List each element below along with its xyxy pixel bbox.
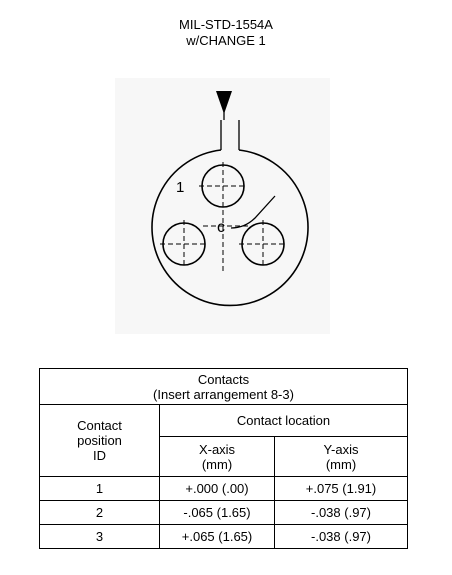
document-header-line1: MIL-STD-1554A — [179, 17, 273, 32]
table-title-cell: Contacts (Insert arrangement 8-3) — [38, 368, 409, 405]
connector-insert-diagram: 1 c — [151, 91, 309, 307]
table-title-row: Contacts (Insert arrangement 8-3) — [38, 368, 409, 405]
y-value-cell: +.075 (1.91) — [273, 476, 409, 501]
y-axis-header: Y-axis (mm) — [273, 436, 409, 477]
contact-id-cell: 2 — [39, 500, 160, 525]
y-axis-header-label: Y-axis — [323, 441, 359, 457]
y-value-cell: -.038 (.97) — [273, 524, 409, 549]
y-value-cell: -.038 (.97) — [273, 500, 409, 525]
table-row: 3 +.065 (1.65) -.038 (.97) — [39, 524, 409, 549]
table-row: 2 -.065 (1.65) -.038 (.97) — [39, 500, 409, 525]
x-value-cell: -.065 (1.65) — [159, 500, 275, 525]
x-axis-header: X-axis (mm) — [159, 436, 275, 477]
col1-header-line2: position — [77, 433, 122, 448]
document-header-line2: w/CHANGE 1 — [186, 33, 266, 48]
contact-2 — [160, 220, 208, 268]
x-value-cell: +.000 (.00) — [159, 476, 275, 501]
contact-position-id-header: Contact position ID — [39, 404, 160, 477]
x-value-cell: +.065 (1.65) — [159, 524, 275, 549]
connector-shell-outline — [151, 149, 309, 307]
x-axis-header-label: X-axis — [198, 441, 236, 457]
contact-3 — [239, 220, 287, 268]
table-header-row-1: Contact position ID Contact location — [39, 404, 409, 477]
col1-header-line1: Contact — [77, 418, 122, 433]
col1-header-line3: ID — [93, 448, 106, 463]
center-label: c — [217, 219, 225, 236]
y-axis-header-unit: (mm) — [325, 456, 357, 472]
contact-location-header: Contact location — [158, 404, 409, 437]
x-axis-header-unit: (mm) — [201, 456, 233, 472]
contact-label-1: 1 — [176, 179, 184, 196]
table-title: Contacts — [197, 371, 250, 387]
contact-1 — [199, 162, 247, 210]
label-3-leader-line — [230, 195, 276, 229]
table-row: 1 +.000 (.00) +.075 (1.91) — [39, 476, 409, 501]
contacts-table: Contacts (Insert arrangement 8-3) Contac… — [38, 368, 409, 549]
polarization-key-arrow — [216, 91, 232, 114]
contact-id-cell: 1 — [39, 476, 160, 501]
contact-id-cell: 3 — [39, 524, 160, 549]
table-subtitle: (Insert arrangement 8-3) — [153, 386, 294, 402]
connector-diagram-panel: 1 c — [115, 78, 330, 334]
